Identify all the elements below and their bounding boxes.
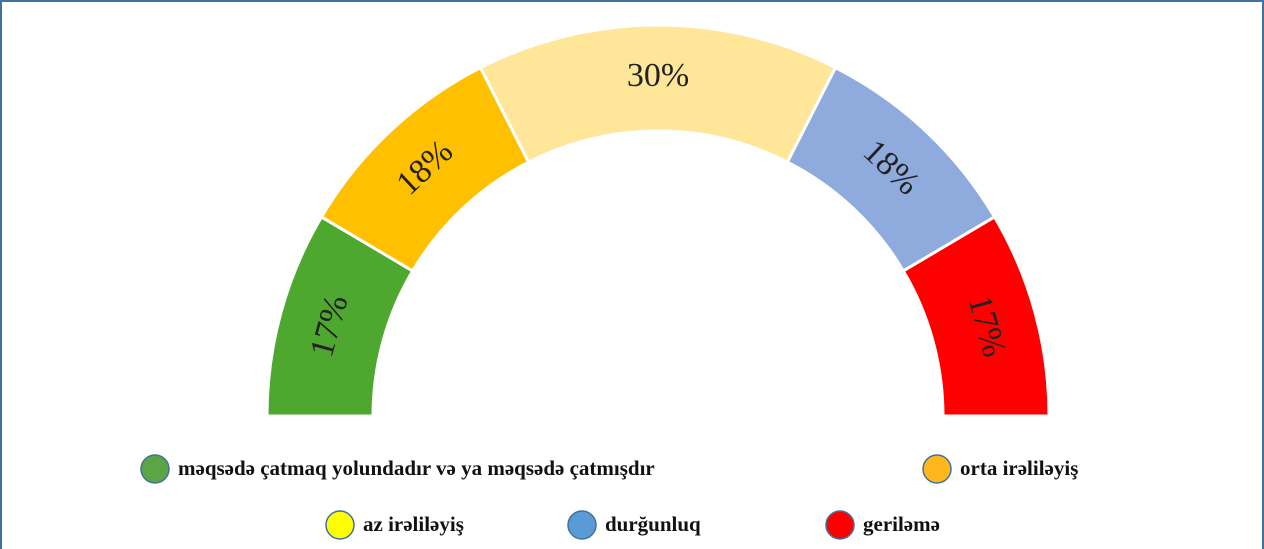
legend-marker [140, 454, 170, 484]
legend-marker [825, 510, 855, 540]
legend-marker [567, 510, 597, 540]
data-label: 30% [627, 57, 689, 94]
legend-label: məqsədə çatmaq yolundadır və ya məqsədə … [178, 456, 655, 480]
legend-marker [325, 510, 355, 540]
gauge-segment [901, 214, 1051, 418]
legend-label: geriləmə [863, 512, 940, 536]
legend-label: az irəliləyiş [363, 512, 464, 536]
legend-label: orta irəliləyiş [960, 456, 1078, 480]
legend-label: durğunluq [605, 512, 701, 536]
legend-marker [922, 454, 952, 484]
